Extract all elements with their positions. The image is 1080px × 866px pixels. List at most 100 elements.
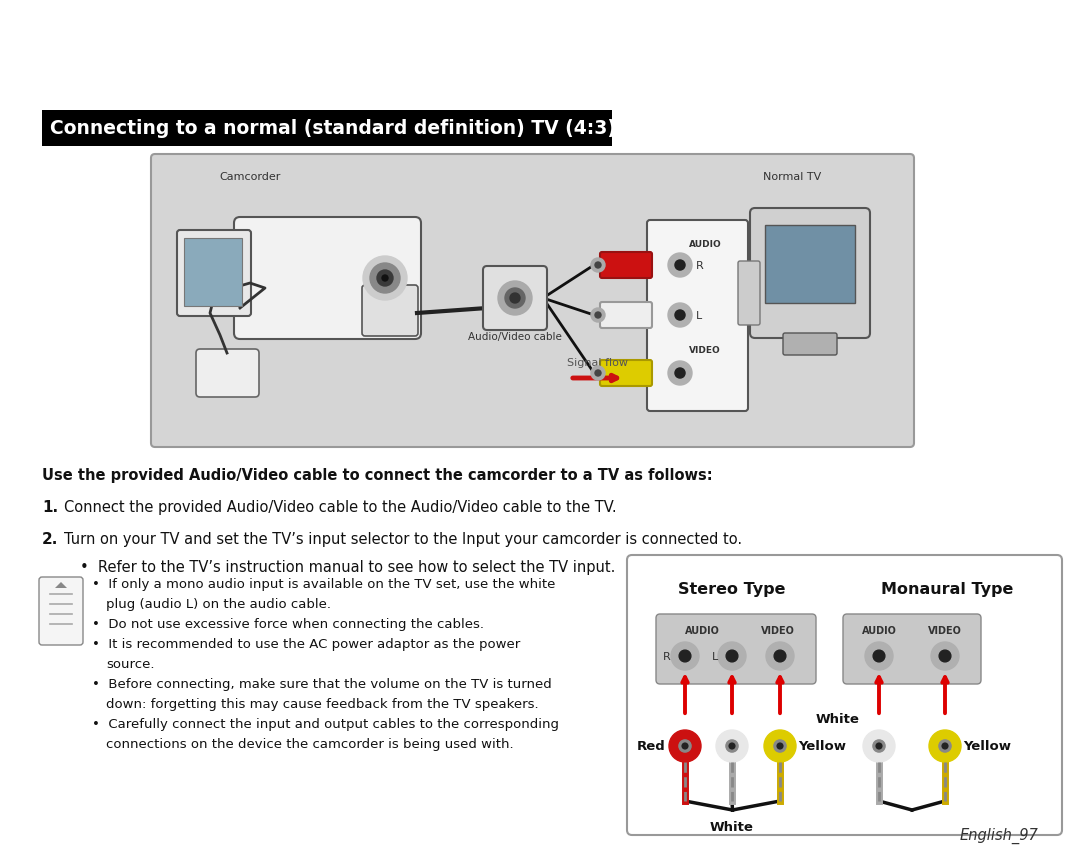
Circle shape (764, 730, 796, 762)
Circle shape (363, 256, 407, 300)
Text: Turn on your TV and set the TV’s input selector to the Input your camcorder is c: Turn on your TV and set the TV’s input s… (64, 532, 742, 547)
Circle shape (675, 260, 685, 270)
Polygon shape (55, 582, 67, 588)
Circle shape (876, 743, 882, 749)
Circle shape (766, 642, 794, 670)
Circle shape (929, 730, 961, 762)
Circle shape (669, 361, 692, 385)
FancyBboxPatch shape (362, 285, 418, 336)
Circle shape (873, 650, 885, 662)
Circle shape (774, 650, 786, 662)
FancyBboxPatch shape (600, 252, 652, 278)
Circle shape (595, 262, 600, 268)
Circle shape (716, 730, 748, 762)
FancyBboxPatch shape (42, 110, 612, 146)
Text: English_97: English_97 (959, 828, 1038, 844)
FancyBboxPatch shape (656, 614, 816, 684)
FancyBboxPatch shape (483, 266, 546, 330)
FancyBboxPatch shape (177, 230, 251, 316)
Text: Normal TV: Normal TV (762, 172, 821, 182)
Circle shape (671, 642, 699, 670)
Text: plug (audio L) on the audio cable.: plug (audio L) on the audio cable. (106, 598, 330, 611)
Circle shape (591, 258, 605, 272)
Circle shape (942, 743, 948, 749)
Text: R: R (696, 261, 704, 271)
Circle shape (510, 293, 519, 303)
FancyBboxPatch shape (151, 154, 914, 447)
Text: Yellow: Yellow (798, 740, 846, 753)
FancyBboxPatch shape (738, 261, 760, 325)
Text: •  Before connecting, make sure that the volume on the TV is turned: • Before connecting, make sure that the … (92, 678, 552, 691)
FancyBboxPatch shape (627, 555, 1062, 835)
Text: down: forgetting this may cause feedback from the TV speakers.: down: forgetting this may cause feedback… (106, 698, 539, 711)
Circle shape (505, 288, 525, 308)
Circle shape (595, 312, 600, 318)
Text: VIDEO: VIDEO (761, 626, 795, 636)
Circle shape (729, 743, 734, 749)
Circle shape (679, 650, 691, 662)
Circle shape (931, 642, 959, 670)
FancyBboxPatch shape (195, 349, 259, 397)
Circle shape (669, 303, 692, 327)
Text: White: White (710, 821, 754, 834)
Circle shape (718, 642, 746, 670)
FancyBboxPatch shape (39, 577, 83, 645)
Text: •  Carefully connect the input and output cables to the corresponding: • Carefully connect the input and output… (92, 718, 559, 731)
Circle shape (873, 740, 886, 752)
Text: •  If only a mono audio input is available on the TV set, use the white: • If only a mono audio input is availabl… (92, 578, 555, 591)
Text: Yellow: Yellow (963, 740, 1011, 753)
Text: AUDIO: AUDIO (862, 626, 896, 636)
Circle shape (595, 370, 600, 376)
Text: source.: source. (106, 658, 154, 671)
Text: Connect the provided Audio/Video cable to the Audio/Video cable to the TV.: Connect the provided Audio/Video cable t… (64, 500, 617, 515)
Circle shape (865, 642, 893, 670)
FancyBboxPatch shape (234, 217, 421, 339)
Text: Stereo Type: Stereo Type (678, 582, 786, 597)
Text: 2.: 2. (42, 532, 58, 547)
FancyBboxPatch shape (600, 360, 652, 386)
Text: Connecting to a normal (standard definition) TV (4:3): Connecting to a normal (standard definit… (50, 119, 616, 138)
Text: L: L (696, 311, 702, 321)
Text: Use the provided Audio/Video cable to connect the camcorder to a TV as follows:: Use the provided Audio/Video cable to co… (42, 468, 713, 483)
Text: •  It is recommended to use the AC power adaptor as the power: • It is recommended to use the AC power … (92, 638, 521, 651)
Circle shape (683, 743, 688, 749)
Text: AUDIO: AUDIO (685, 626, 719, 636)
Text: L: L (712, 652, 718, 662)
Circle shape (778, 743, 783, 749)
Circle shape (382, 275, 388, 281)
Circle shape (591, 366, 605, 380)
Text: White: White (815, 713, 859, 726)
Text: VIDEO: VIDEO (689, 346, 720, 355)
Circle shape (377, 270, 393, 286)
FancyBboxPatch shape (783, 333, 837, 355)
FancyBboxPatch shape (184, 238, 242, 306)
Text: AUDIO: AUDIO (689, 240, 721, 249)
Circle shape (940, 650, 950, 662)
Text: Monaural Type: Monaural Type (881, 582, 1013, 597)
Circle shape (669, 253, 692, 277)
Circle shape (370, 263, 400, 293)
Circle shape (498, 281, 532, 315)
Text: •  Refer to the TV’s instruction manual to see how to select the TV input.: • Refer to the TV’s instruction manual t… (80, 560, 616, 575)
Circle shape (679, 740, 691, 752)
Circle shape (863, 730, 895, 762)
Circle shape (675, 368, 685, 378)
Text: 1.: 1. (42, 500, 58, 515)
FancyBboxPatch shape (600, 302, 652, 328)
FancyBboxPatch shape (647, 220, 748, 411)
Circle shape (726, 740, 738, 752)
Text: VIDEO: VIDEO (928, 626, 962, 636)
Text: Red: Red (636, 740, 665, 753)
Text: •  Do not use excessive force when connecting the cables.: • Do not use excessive force when connec… (92, 618, 484, 631)
Text: Camcorder: Camcorder (219, 172, 281, 182)
Circle shape (669, 730, 701, 762)
FancyBboxPatch shape (765, 225, 855, 303)
Text: Signal flow: Signal flow (567, 358, 627, 368)
FancyBboxPatch shape (843, 614, 981, 684)
Circle shape (726, 650, 738, 662)
Text: Audio/Video cable: Audio/Video cable (468, 332, 562, 342)
Text: R: R (663, 652, 671, 662)
Circle shape (939, 740, 951, 752)
FancyBboxPatch shape (750, 208, 870, 338)
Circle shape (675, 310, 685, 320)
